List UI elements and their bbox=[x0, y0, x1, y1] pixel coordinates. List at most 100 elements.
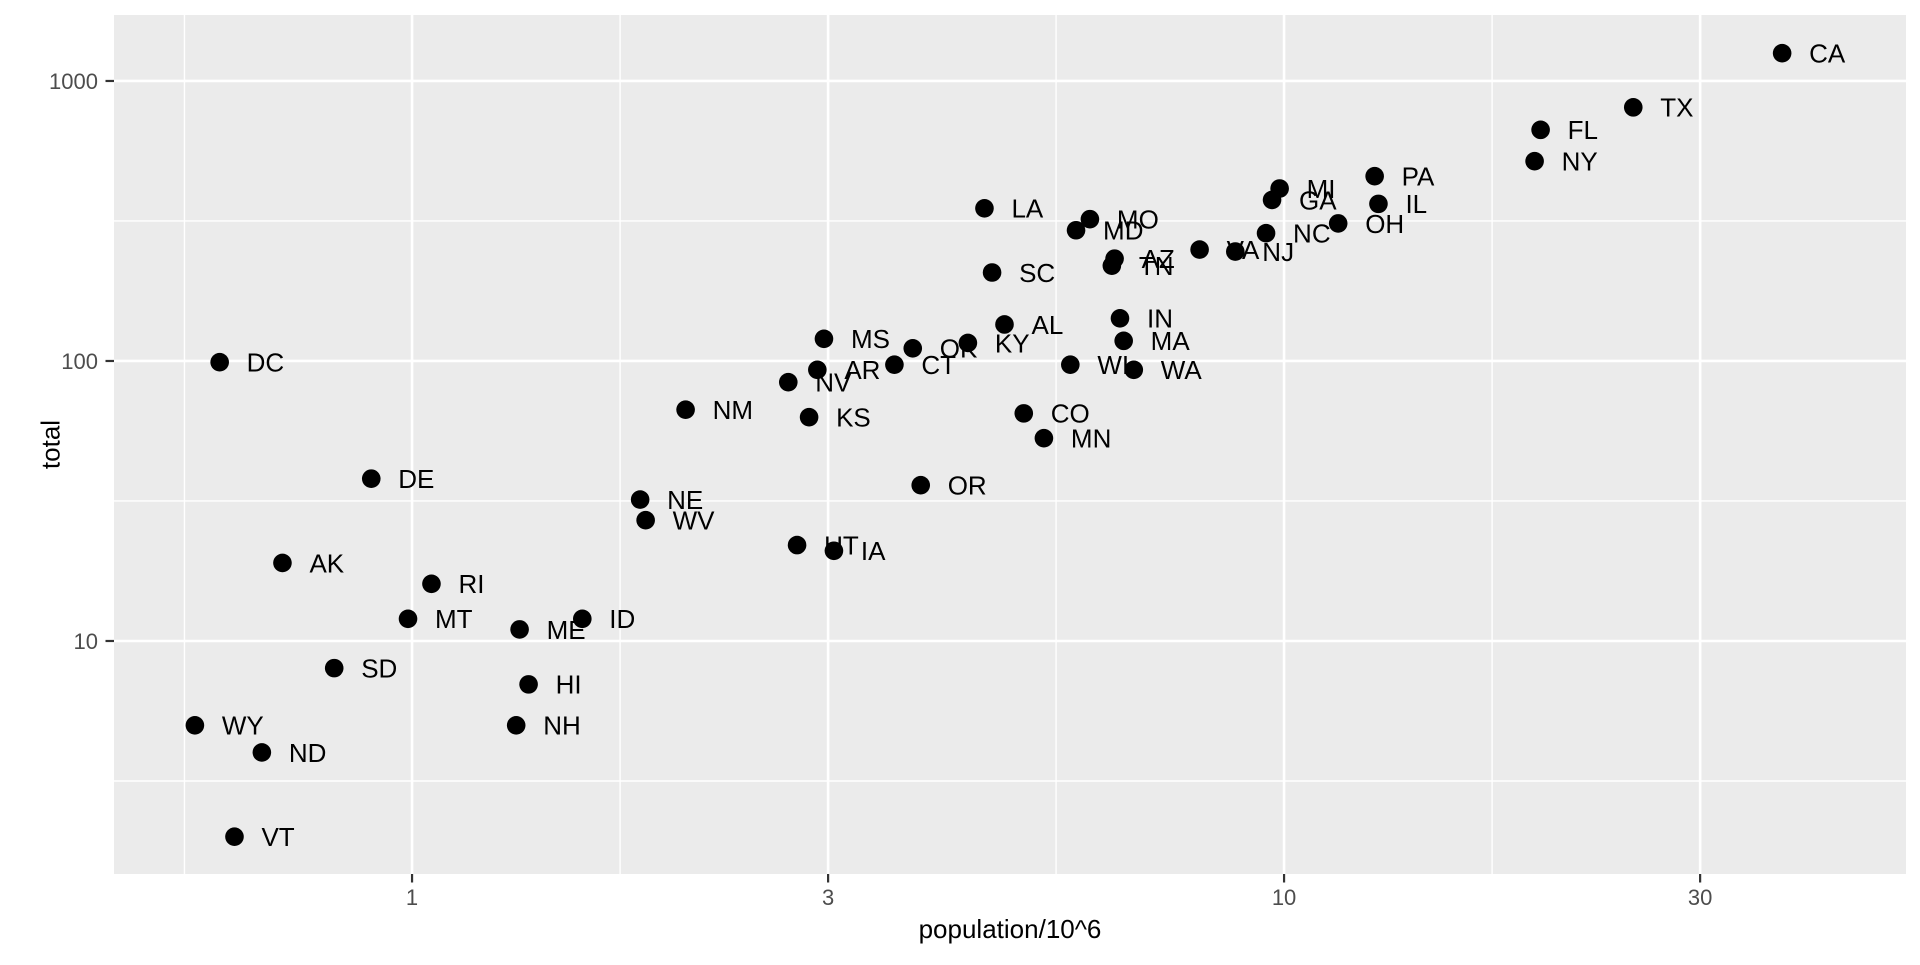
point-NY bbox=[1525, 151, 1544, 171]
point-AL bbox=[995, 315, 1014, 334]
point-ID bbox=[572, 609, 592, 629]
point-WI bbox=[1061, 355, 1080, 374]
label-MO: MO bbox=[1117, 205, 1159, 235]
label-IL: IL bbox=[1405, 189, 1427, 219]
point-OK bbox=[903, 338, 923, 358]
label-AK: AK bbox=[309, 548, 344, 578]
point-NJ bbox=[1226, 242, 1245, 261]
point-TN bbox=[1102, 256, 1122, 275]
point-MN bbox=[1034, 428, 1054, 448]
point-IL bbox=[1369, 194, 1388, 214]
label-NH: NH bbox=[543, 711, 581, 741]
y-tick-label: 10 bbox=[74, 629, 98, 654]
x-axis-title: population/10^6 bbox=[919, 914, 1102, 944]
label-MD: MD bbox=[1103, 216, 1143, 246]
x-tick-label: 3 bbox=[822, 885, 834, 910]
point-MT bbox=[398, 609, 418, 629]
label-GA: GA bbox=[1299, 185, 1337, 215]
point-NM bbox=[676, 400, 695, 419]
point-ME bbox=[510, 620, 529, 639]
point-OR bbox=[911, 475, 931, 495]
label-OR: OR bbox=[948, 471, 987, 501]
point-OH bbox=[1328, 214, 1348, 233]
x-tick-label: 30 bbox=[1688, 885, 1712, 910]
plot-panel bbox=[114, 15, 1906, 874]
point-WV bbox=[636, 510, 655, 530]
point-MD bbox=[1066, 220, 1086, 240]
label-NE: NE bbox=[667, 485, 703, 515]
point-MA bbox=[1114, 331, 1133, 351]
label-MA: MA bbox=[1151, 326, 1191, 356]
point-NE bbox=[630, 490, 650, 509]
label-PA: PA bbox=[1402, 162, 1435, 192]
point-TX bbox=[1623, 98, 1643, 117]
point-HI bbox=[519, 675, 538, 694]
label-SC: SC bbox=[1019, 258, 1055, 288]
label-KY: KY bbox=[995, 328, 1030, 358]
label-DE: DE bbox=[398, 464, 434, 494]
point-AK bbox=[273, 553, 292, 573]
label-WI: WI bbox=[1097, 350, 1129, 380]
point-KY bbox=[958, 333, 978, 353]
y-tick-label: 1000 bbox=[49, 69, 98, 94]
point-MI bbox=[1270, 179, 1289, 198]
label-MS: MS bbox=[851, 324, 890, 354]
label-ND: ND bbox=[289, 738, 327, 768]
point-MS bbox=[814, 329, 834, 349]
label-DC: DC bbox=[247, 348, 285, 378]
point-MO bbox=[1080, 209, 1100, 229]
point-NC bbox=[1256, 223, 1276, 243]
point-FL bbox=[1531, 120, 1550, 140]
point-AR bbox=[808, 360, 827, 380]
point-UT bbox=[787, 535, 807, 555]
point-VT bbox=[225, 827, 244, 847]
label-CA: CA bbox=[1809, 39, 1846, 69]
label-KS: KS bbox=[836, 403, 871, 433]
point-ND bbox=[252, 743, 272, 762]
point-KS bbox=[799, 407, 819, 427]
label-WY: WY bbox=[222, 711, 264, 741]
label-OH: OH bbox=[1365, 209, 1404, 239]
point-NV bbox=[778, 372, 798, 392]
label-VT: VT bbox=[261, 822, 294, 852]
label-NC: NC bbox=[1293, 219, 1331, 249]
label-WV: WV bbox=[673, 506, 716, 536]
point-WY bbox=[185, 715, 205, 735]
label-ID: ID bbox=[609, 604, 635, 634]
point-CO bbox=[1014, 404, 1034, 423]
label-MT: MT bbox=[435, 604, 473, 634]
label-LA: LA bbox=[1011, 194, 1043, 224]
label-MN: MN bbox=[1071, 424, 1111, 454]
label-SD: SD bbox=[361, 653, 397, 683]
label-NM: NM bbox=[713, 395, 753, 425]
label-TN: TN bbox=[1139, 251, 1174, 281]
point-SD bbox=[324, 658, 344, 678]
point-IA bbox=[824, 541, 844, 561]
label-UT: UT bbox=[824, 530, 859, 560]
label-AL: AL bbox=[1031, 310, 1063, 340]
label-CT: CT bbox=[921, 350, 956, 380]
label-FL: FL bbox=[1568, 115, 1598, 145]
point-IN bbox=[1110, 309, 1130, 328]
x-tick-label: 1 bbox=[406, 885, 418, 910]
label-NJ: NJ bbox=[1262, 237, 1294, 267]
label-NY: NY bbox=[1562, 147, 1598, 177]
point-RI bbox=[422, 574, 441, 594]
point-DC bbox=[210, 352, 229, 372]
y-axis-title: total bbox=[35, 420, 65, 469]
label-AR: AR bbox=[844, 355, 880, 385]
y-tick-label: 100 bbox=[61, 349, 98, 374]
x-tick-label: 10 bbox=[1272, 885, 1296, 910]
point-WA bbox=[1124, 360, 1144, 380]
label-CO: CO bbox=[1051, 399, 1090, 429]
point-DE bbox=[361, 469, 381, 488]
label-VA: VA bbox=[1227, 235, 1260, 265]
label-OK: OK bbox=[940, 334, 978, 364]
label-ME: ME bbox=[547, 615, 586, 645]
label-IA: IA bbox=[861, 536, 886, 566]
label-NV: NV bbox=[815, 368, 852, 398]
label-WA: WA bbox=[1161, 355, 1203, 385]
point-PA bbox=[1365, 166, 1384, 186]
